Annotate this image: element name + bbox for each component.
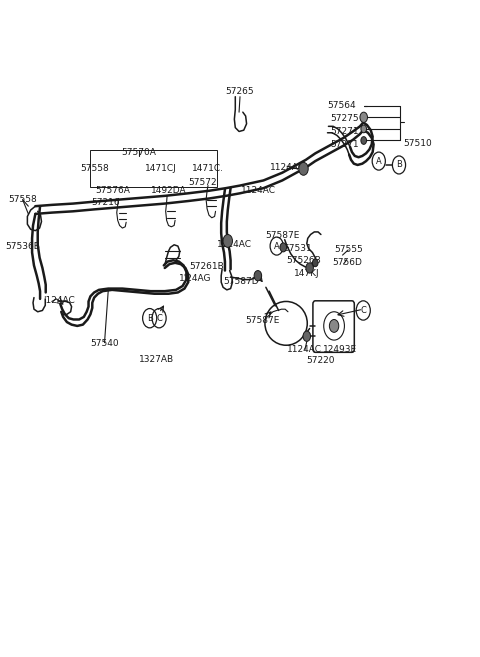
Text: 57536B: 57536B	[5, 242, 40, 250]
Text: 57540: 57540	[90, 340, 119, 348]
Text: 57510: 57510	[404, 139, 432, 148]
Text: B: B	[147, 313, 153, 323]
Circle shape	[361, 137, 367, 145]
Text: 57564: 57564	[327, 101, 356, 110]
Circle shape	[303, 331, 311, 342]
Text: 147KJ: 147KJ	[294, 269, 320, 279]
Circle shape	[280, 243, 287, 252]
Circle shape	[360, 112, 368, 122]
Text: 1492DA: 1492DA	[151, 186, 186, 195]
Text: 1471C.: 1471C.	[192, 164, 224, 173]
Text: 57531: 57531	[283, 244, 312, 253]
Text: 57265: 57265	[226, 87, 254, 96]
Text: 57216: 57216	[92, 198, 120, 208]
Text: 1124AC: 1124AC	[288, 345, 323, 354]
Text: 57275: 57275	[330, 114, 359, 123]
Text: 57558: 57558	[8, 195, 37, 204]
Text: '124AC: '124AC	[43, 296, 75, 306]
Text: 57526B: 57526B	[286, 256, 321, 265]
Text: 57572: 57572	[188, 179, 216, 187]
Text: 57261B: 57261B	[190, 261, 225, 271]
Circle shape	[312, 259, 318, 267]
Text: C: C	[360, 306, 366, 315]
Circle shape	[361, 125, 367, 133]
Text: A: A	[274, 242, 279, 250]
Text: 12493E: 12493E	[323, 345, 357, 354]
Circle shape	[223, 235, 232, 248]
Circle shape	[299, 162, 308, 175]
Text: 57570A: 57570A	[121, 148, 156, 156]
Text: 1124AC: 1124AC	[241, 186, 276, 195]
Text: 57558: 57558	[81, 164, 109, 173]
Text: B: B	[396, 160, 402, 170]
Text: 1471CJ: 1471CJ	[145, 164, 177, 173]
Text: 57587E: 57587E	[245, 316, 280, 325]
Text: 57271: 57271	[330, 140, 359, 149]
Text: C: C	[156, 313, 162, 323]
Text: 1124AC: 1124AC	[270, 163, 304, 172]
Circle shape	[329, 319, 339, 332]
Text: 1327AB: 1327AB	[139, 355, 174, 364]
Text: 57220: 57220	[307, 356, 335, 365]
Text: 1'24AG: 1'24AG	[179, 274, 212, 283]
Text: 57271: 57271	[330, 127, 359, 136]
Text: 57576A: 57576A	[96, 186, 131, 195]
Circle shape	[254, 271, 262, 281]
Circle shape	[306, 263, 313, 273]
Text: 57587D: 57587D	[223, 277, 259, 286]
Text: A: A	[376, 156, 382, 166]
Text: 1124AC: 1124AC	[217, 240, 252, 249]
Text: 57587E: 57587E	[265, 231, 300, 240]
Text: 5756D: 5756D	[332, 258, 362, 267]
Text: 57555: 57555	[334, 246, 362, 254]
